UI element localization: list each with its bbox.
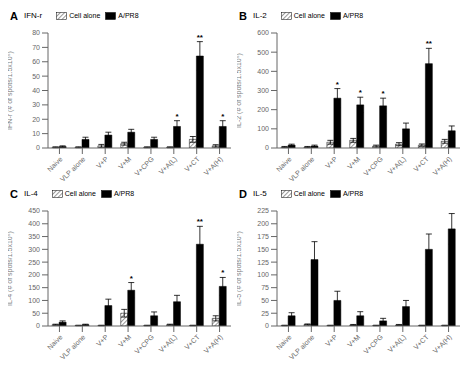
- svg-text:*: *: [221, 112, 225, 121]
- svg-text:100: 100: [28, 297, 40, 304]
- svg-text:175: 175: [257, 233, 269, 240]
- html-text:IL-4: IL-4: [24, 189, 38, 198]
- html-text:A/PR8: A/PR8: [342, 190, 364, 197]
- svg-text:V+A(L): V+A(L): [387, 155, 408, 176]
- svg-text:VLP alone: VLP alone: [288, 155, 316, 183]
- svg-text:70: 70: [32, 44, 40, 51]
- svg-text:400: 400: [257, 68, 269, 75]
- html-text:IFN-r: IFN-r: [24, 11, 43, 20]
- html-text:D: D: [239, 187, 247, 200]
- svg-text:200: 200: [28, 271, 40, 278]
- html-text:IL-5: IL-5: [253, 189, 267, 198]
- html-text:Cell alone: Cell alone: [64, 190, 96, 197]
- svg-text:150: 150: [28, 284, 40, 291]
- svg-text:400: 400: [28, 220, 40, 227]
- svg-text:Naive: Naive: [46, 333, 64, 351]
- svg-text:V+A(H): V+A(H): [431, 333, 453, 355]
- html-text:Cell alone: Cell alone: [69, 12, 101, 19]
- svg-text:20: 20: [32, 116, 40, 123]
- svg-text:30: 30: [32, 101, 40, 108]
- html-text:Cell alone: Cell alone: [293, 12, 325, 19]
- svg-text:150: 150: [257, 246, 269, 253]
- svg-text:IFN-r (# of spots/1.5x10⁶): IFN-r (# of spots/1.5x10⁶): [8, 51, 14, 130]
- svg-text:V+A(L): V+A(L): [158, 333, 179, 354]
- svg-text:V+CPG: V+CPG: [133, 155, 155, 177]
- svg-text:450: 450: [28, 207, 40, 214]
- svg-text:V+P: V+P: [324, 155, 339, 170]
- svg-text:V+A(H): V+A(H): [431, 155, 453, 177]
- svg-text:V+M: V+M: [117, 333, 132, 348]
- svg-text:VLP alone: VLP alone: [59, 333, 87, 361]
- svg-text:60: 60: [32, 58, 40, 65]
- svg-text:0: 0: [265, 322, 269, 329]
- svg-text:500: 500: [257, 49, 269, 56]
- svg-text:*: *: [359, 88, 363, 97]
- svg-text:IL-2 (# of spots/1.5x10⁶): IL-2 (# of spots/1.5x10⁶): [237, 53, 243, 128]
- svg-text:*: *: [382, 89, 386, 98]
- svg-text:V+A(L): V+A(L): [387, 333, 408, 354]
- svg-text:V+CT: V+CT: [412, 155, 430, 173]
- svg-text:0: 0: [265, 144, 269, 151]
- svg-text:Naive: Naive: [275, 155, 293, 173]
- html-text:Cell alone: Cell alone: [293, 190, 325, 197]
- svg-text:300: 300: [28, 246, 40, 253]
- svg-text:VLP alone: VLP alone: [59, 155, 87, 183]
- svg-text:*: *: [175, 112, 179, 121]
- svg-text:V+P: V+P: [95, 155, 110, 170]
- svg-text:V+CT: V+CT: [183, 155, 201, 173]
- svg-text:300: 300: [257, 87, 269, 94]
- svg-text:225: 225: [257, 207, 269, 214]
- html-text:C: C: [10, 187, 18, 200]
- svg-text:IL-4 (# of spots/1.5x10⁶): IL-4 (# of spots/1.5x10⁶): [8, 231, 14, 306]
- svg-text:V+P: V+P: [95, 333, 110, 348]
- svg-text:50: 50: [261, 297, 269, 304]
- html-text:A/PR8: A/PR8: [118, 12, 139, 19]
- svg-text:125: 125: [257, 259, 269, 266]
- svg-text:200: 200: [257, 220, 269, 227]
- svg-text:Naive: Naive: [46, 155, 64, 173]
- html-text:IL-2: IL-2: [253, 11, 267, 20]
- svg-text:*: *: [221, 268, 225, 277]
- svg-text:600: 600: [257, 29, 269, 36]
- html-text:A: A: [10, 9, 18, 22]
- svg-text:Naive: Naive: [275, 333, 293, 351]
- svg-text:V+CPG: V+CPG: [362, 333, 384, 355]
- svg-text:80: 80: [32, 29, 40, 36]
- svg-text:V+CT: V+CT: [183, 333, 201, 351]
- svg-text:**: **: [197, 217, 204, 226]
- svg-text:V+A(H): V+A(H): [202, 333, 224, 355]
- svg-text:V+CT: V+CT: [412, 333, 430, 351]
- svg-text:V+A(H): V+A(H): [202, 155, 224, 177]
- svg-text:IL-5 (# of spots/1.5x10⁶): IL-5 (# of spots/1.5x10⁶): [237, 231, 243, 306]
- svg-text:200: 200: [257, 106, 269, 113]
- svg-text:V+M: V+M: [346, 155, 361, 170]
- svg-text:V+CPG: V+CPG: [362, 155, 384, 177]
- svg-text:0: 0: [36, 144, 40, 151]
- svg-text:V+P: V+P: [324, 333, 339, 348]
- svg-text:0: 0: [36, 322, 40, 329]
- svg-text:V+M: V+M: [117, 155, 132, 170]
- svg-text:100: 100: [257, 271, 269, 278]
- svg-text:25: 25: [261, 310, 269, 317]
- svg-text:V+CPG: V+CPG: [133, 333, 155, 355]
- svg-text:**: **: [426, 39, 433, 48]
- svg-text:50: 50: [32, 73, 40, 80]
- svg-text:100: 100: [257, 125, 269, 132]
- svg-text:250: 250: [28, 259, 40, 266]
- svg-text:*: *: [336, 80, 340, 89]
- svg-text:*: *: [130, 274, 134, 283]
- svg-text:V+A(L): V+A(L): [158, 155, 179, 176]
- html-text:A/PR8: A/PR8: [342, 12, 364, 19]
- html-text:A/PR8: A/PR8: [113, 190, 135, 197]
- svg-text:V+M: V+M: [346, 333, 361, 348]
- svg-text:VLP alone: VLP alone: [288, 333, 316, 361]
- svg-text:50: 50: [32, 310, 40, 317]
- html-text:B: B: [239, 9, 247, 22]
- svg-text:40: 40: [32, 87, 40, 94]
- svg-text:**: **: [197, 33, 204, 42]
- svg-text:350: 350: [28, 233, 40, 240]
- svg-text:75: 75: [261, 284, 269, 291]
- svg-text:10: 10: [32, 130, 40, 137]
